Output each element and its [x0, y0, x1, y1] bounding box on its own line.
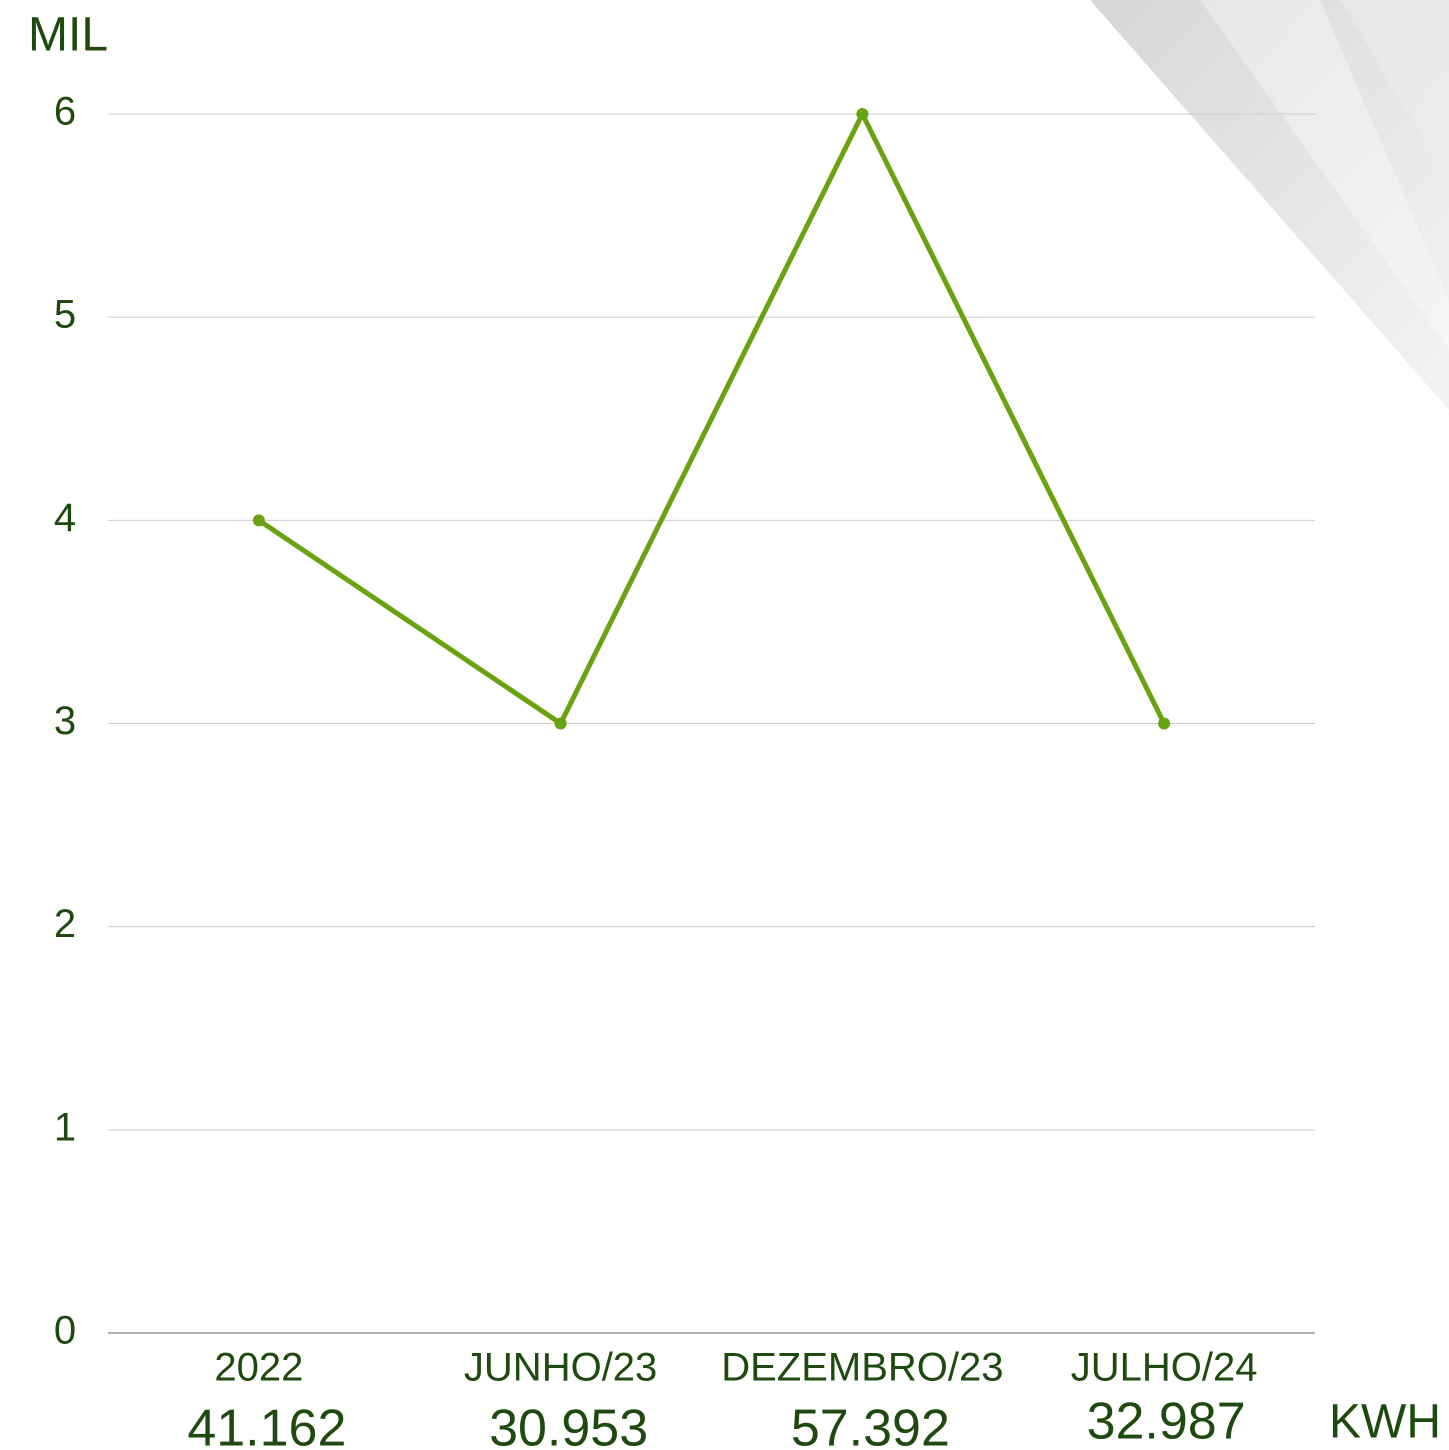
- background-decoration: [1090, 0, 1449, 410]
- y-tick-label: 6: [54, 90, 76, 134]
- x-tick-label: DEZEMBRO/23: [721, 1346, 1003, 1390]
- data-point: [252, 514, 265, 527]
- y-tick-label: 3: [54, 699, 76, 743]
- data-line: [257, 111, 1167, 726]
- y-tick-label: 5: [54, 293, 76, 337]
- category-total: 41.162: [187, 1400, 346, 1450]
- y-tick-label: 2: [54, 902, 76, 946]
- data-point: [1158, 717, 1171, 730]
- y-axis-label: MIL: [28, 9, 108, 62]
- data-point: [856, 108, 869, 120]
- y-tick-label: 0: [54, 1309, 76, 1353]
- x-tick-label: JULHO/24: [1071, 1346, 1258, 1390]
- category-total: 30.953: [489, 1400, 648, 1450]
- data-point: [554, 717, 567, 730]
- x-tick-label: JUNHO/23: [464, 1346, 657, 1390]
- x-tick-label: 2022: [214, 1346, 303, 1390]
- y-tick-label: 4: [54, 496, 76, 540]
- totals-unit: KWH: [1329, 1396, 1441, 1449]
- category-total: 32.987: [1087, 1393, 1246, 1450]
- category-total: 57.392: [791, 1400, 950, 1450]
- y-tick-label: 1: [54, 1105, 76, 1149]
